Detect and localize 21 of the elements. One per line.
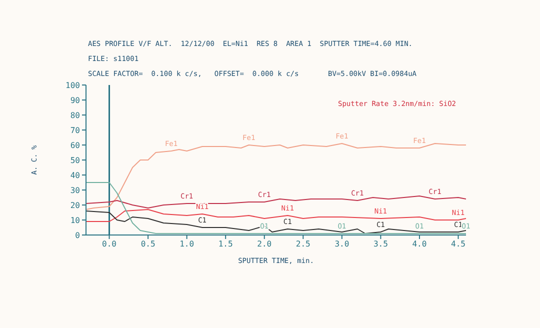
x-tick-label: 4.0 xyxy=(412,240,427,249)
x-tick-label: 0.5 xyxy=(140,240,156,249)
y-tick-label: 40 xyxy=(70,170,80,180)
y-tick-label: 50 xyxy=(70,156,80,165)
y-tick-label: 10 xyxy=(70,216,80,225)
y-tick-label: 0 xyxy=(75,230,80,240)
x-tick-label: 2.0 xyxy=(257,240,272,249)
y-tick-label: 70 xyxy=(70,126,80,135)
x-tick-label: 3.5 xyxy=(373,240,388,249)
x-tick-label: 0.0 xyxy=(102,240,117,249)
y-tick-label: 90 xyxy=(70,96,80,105)
y-tick-label: 60 xyxy=(70,140,80,150)
x-tick-label: 1.0 xyxy=(180,240,194,249)
x-tick-label: 1.5 xyxy=(218,240,233,249)
y-tick-label: 100 xyxy=(66,80,80,90)
y-tick-label: 30 xyxy=(70,186,80,195)
x-tick-label: 3.0 xyxy=(334,240,350,249)
x-tick-label: 2.5 xyxy=(296,240,311,249)
y-tick-label: 80 xyxy=(70,110,80,120)
x-tick-label: 4.5 xyxy=(451,240,466,249)
y-tick-label: 20 xyxy=(70,200,80,210)
